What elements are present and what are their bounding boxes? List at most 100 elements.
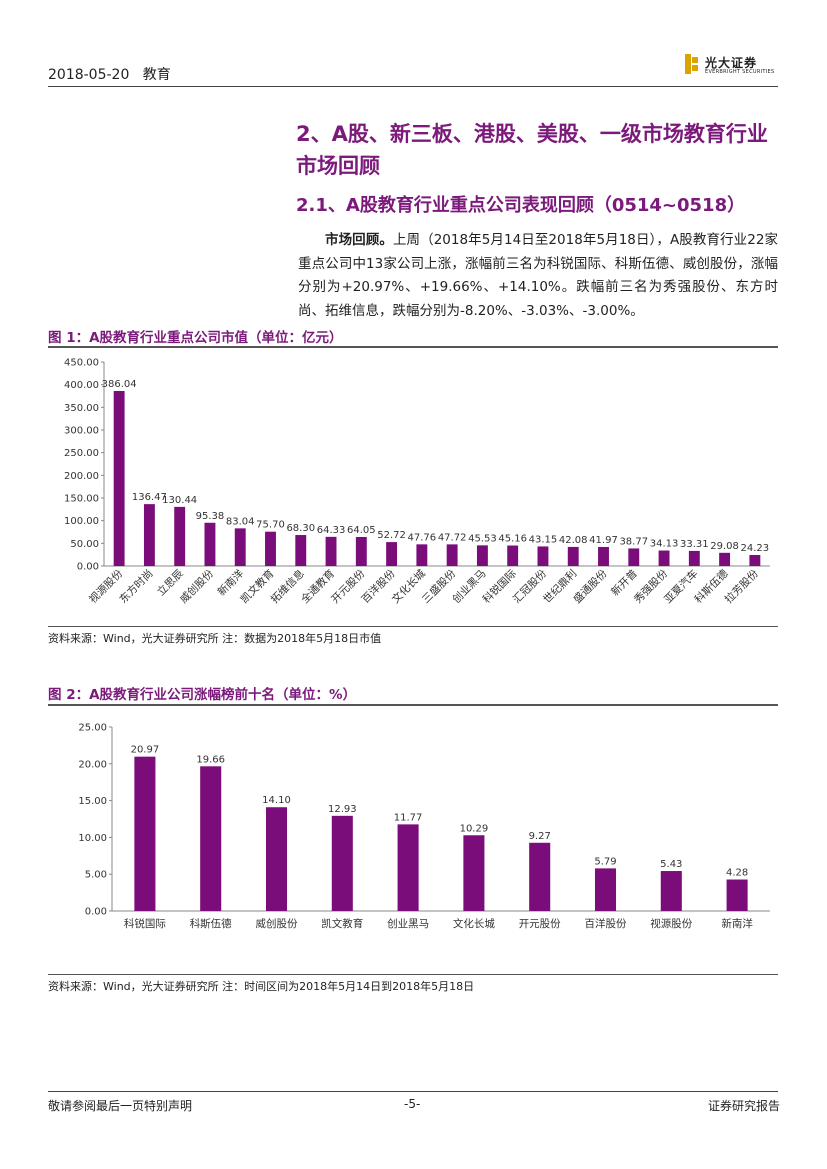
bar-value-label: 10.29 <box>460 823 489 834</box>
bar <box>688 550 700 566</box>
bar <box>628 548 640 566</box>
x-category-label: 创业黑马 <box>387 917 429 930</box>
bar <box>537 546 549 566</box>
bar <box>325 536 337 566</box>
bar-value-label: 52.72 <box>377 530 406 541</box>
logo-name: 光大证券 <box>705 56 758 70</box>
x-category-label: 百洋股份 <box>585 917 627 930</box>
y-tick-label: 0.00 <box>77 562 99 573</box>
x-category-label: 开元股份 <box>519 918 561 930</box>
x-category-label: 新南洋 <box>721 917 753 930</box>
bar <box>749 555 761 566</box>
y-tick-label: 50.00 <box>70 539 99 550</box>
bar-value-label: 24.23 <box>741 543 770 554</box>
bar <box>386 542 398 566</box>
y-tick-label: 300.00 <box>64 426 99 437</box>
everbright-logo-icon <box>685 54 698 74</box>
footer-page-number: -5- <box>404 1097 421 1111</box>
figure1-top-rule <box>48 346 778 348</box>
bar-value-label: 4.28 <box>726 867 748 878</box>
header-date: 2018-05-20 <box>48 67 130 83</box>
bar-value-label: 386.04 <box>102 379 137 390</box>
bar <box>143 504 155 566</box>
y-tick-label: 250.00 <box>64 448 99 459</box>
bar-value-label: 14.10 <box>262 795 291 806</box>
bar <box>658 550 670 566</box>
y-tick-label: 15.00 <box>78 796 107 807</box>
bar <box>567 546 579 566</box>
x-category-label: 凯文教育 <box>321 917 363 930</box>
bar <box>355 536 367 566</box>
figure1-chart: 0.00 50.00 100.00 150.00 200.00 250.00 300.00 3… <box>64 358 770 606</box>
section-title: 2、A股、新三板、港股、美股、一级市场教育行业市场回顾 <box>296 122 768 178</box>
y-tick-label: 0.00 <box>85 907 107 918</box>
logo-subtitle: EVERBRIGHT SECURITIES <box>705 69 775 75</box>
figure2-source: 资料来源：Wind，光大证券研究所 注：时间区间为2018年5月14日到2018… <box>48 980 475 993</box>
bar-value-label: 136.47 <box>132 492 167 503</box>
y-tick-label: 200.00 <box>64 471 99 482</box>
bar <box>200 766 222 911</box>
bar <box>416 544 428 566</box>
para-lead: 市场回顾。 <box>325 232 393 248</box>
bar-value-label: 68.30 <box>286 523 315 534</box>
figure1-source: 资料来源：Wind，光大证券研究所 注：数据为2018年5月18日市值 <box>48 632 382 645</box>
bar-value-label: 20.97 <box>131 745 160 756</box>
x-category-label: 文化长城 <box>453 917 495 930</box>
bar <box>594 868 617 911</box>
bar-value-label: 43.15 <box>529 534 558 545</box>
bar-value-label: 47.72 <box>438 532 467 543</box>
bar <box>463 835 485 911</box>
para-body: 上周（2018年5月14日至2018年5月18日），A股教育行业22家重点公司中… <box>298 232 778 319</box>
bar <box>265 531 276 566</box>
bar-value-label: 95.38 <box>196 511 225 522</box>
bar-value-label: 42.08 <box>559 535 588 546</box>
bar-value-label: 64.33 <box>317 525 346 536</box>
bar-value-label: 33.31 <box>680 539 709 550</box>
bar <box>265 807 288 911</box>
bar <box>446 544 458 566</box>
figure2-top-rule <box>48 704 778 706</box>
x-category-label: 科锐国际 <box>124 917 166 930</box>
bar-value-label: 34.13 <box>650 539 679 550</box>
y-tick-label: 25.00 <box>78 723 107 734</box>
figure1-bottom-rule <box>48 626 778 627</box>
market-review-paragraph: 市场回顾。上周（2018年5月14日至2018年5月18日），A股教育行业22家… <box>298 229 778 323</box>
section-subtitle: 2.1、A股教育行业重点公司表现回顾（0514~0518） <box>296 195 746 216</box>
x-category-label: 拉芳股份 <box>722 567 761 606</box>
x-category-label: 东方时尚 <box>117 567 156 606</box>
y-tick-label: 150.00 <box>64 494 99 505</box>
bar-value-label: 19.66 <box>196 754 225 765</box>
figure1-title: 图 1：A股教育行业重点公司市值（单位：亿元） <box>48 330 343 346</box>
bar-value-label: 45.53 <box>468 533 497 544</box>
x-category-label: 威创股份 <box>177 567 216 606</box>
figure2-bottom-rule <box>48 974 778 975</box>
bar-value-label: 75.70 <box>256 520 285 531</box>
bar-value-label: 83.04 <box>226 516 255 527</box>
y-tick-label: 20.00 <box>78 759 107 770</box>
bar <box>234 528 246 566</box>
bar-value-label: 64.05 <box>347 525 376 536</box>
x-category-label: 视源股份 <box>650 917 692 930</box>
bar <box>113 390 125 566</box>
bar <box>660 871 682 911</box>
bar-value-label: 5.79 <box>594 856 616 867</box>
footer-rule <box>48 1091 778 1092</box>
y-tick-label: 5.00 <box>85 870 107 881</box>
x-category-label: 威创股份 <box>256 917 298 930</box>
bar <box>204 522 216 566</box>
header-sector: 教育 <box>142 67 171 83</box>
y-tick-label: 350.00 <box>64 403 99 414</box>
footer-report-type: 证券研究报告 <box>708 1099 781 1113</box>
figure2-title: 图 2：A股教育行业公司涨幅榜前十名（单位：%） <box>48 687 357 703</box>
bar <box>726 879 748 911</box>
bar <box>507 545 519 566</box>
bar-value-label: 5.43 <box>660 859 682 870</box>
bar-value-label: 12.93 <box>328 804 357 815</box>
y-tick-label: 100.00 <box>64 516 99 527</box>
bar <box>719 552 731 566</box>
header-rule <box>48 86 778 87</box>
bar-value-label: 130.44 <box>162 495 197 506</box>
bar-value-label: 38.77 <box>619 536 648 547</box>
bar-value-label: 9.27 <box>529 831 551 842</box>
bar <box>174 506 186 566</box>
